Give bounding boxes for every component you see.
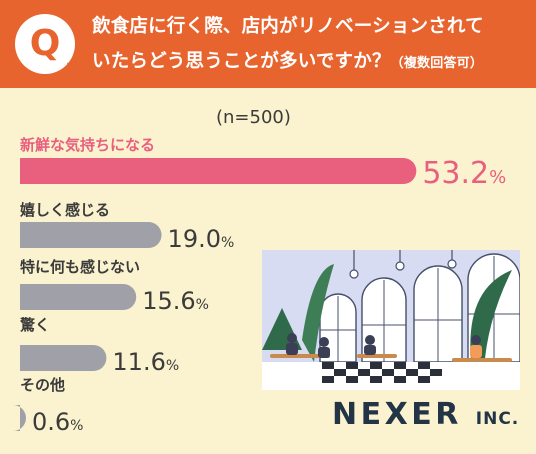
question-line-1: 飲食店に行く際、店内がリノベーションされて — [92, 16, 484, 37]
category-label: 新鮮な気持ちになる — [20, 136, 155, 154]
bar — [20, 222, 162, 248]
value-label: 11.6% — [112, 348, 179, 376]
brand-logo: NEXER INC. — [332, 397, 519, 432]
plant-back — [302, 264, 334, 362]
category-label: その他 — [20, 376, 65, 394]
question-line-2: いたらどう思うことが多いですか？（複数回答可） — [92, 47, 483, 73]
sample-size-label: (n=500) — [216, 107, 291, 128]
bar — [20, 284, 137, 310]
brand-suffix: INC. — [475, 409, 520, 429]
bar — [13, 405, 26, 431]
value-label: 53.2% — [422, 156, 506, 191]
value-label: 0.6% — [32, 408, 83, 436]
q-letter: Q — [29, 23, 61, 64]
value-label: 19.0% — [168, 225, 235, 253]
brand-name: NEXER — [332, 397, 462, 432]
category-label: 驚く — [19, 316, 50, 334]
value-label: 15.6% — [142, 287, 209, 315]
cafe-interior-illustration — [262, 250, 520, 390]
q-dot: . — [65, 48, 74, 73]
category-label: 特に何も感じない — [20, 258, 140, 276]
question-header: Q . 飲食店に行く際、店内がリノベーションされて いたらどう思うことが多いです… — [0, 0, 536, 88]
plant-right — [470, 270, 512, 370]
people — [286, 333, 482, 358]
category-label: 嬉しく感じる — [19, 201, 110, 219]
tables — [270, 354, 512, 362]
bar — [20, 345, 107, 371]
pendant-lamps — [349, 250, 457, 279]
bar — [20, 158, 417, 184]
question-note: （複数回答可） — [390, 56, 484, 71]
window-grilles — [320, 256, 520, 362]
q-badge: Q . — [15, 14, 75, 74]
question-line-2-text: いたらどう思うことが多いですか？ — [92, 51, 391, 72]
checkered-floor — [262, 362, 520, 390]
